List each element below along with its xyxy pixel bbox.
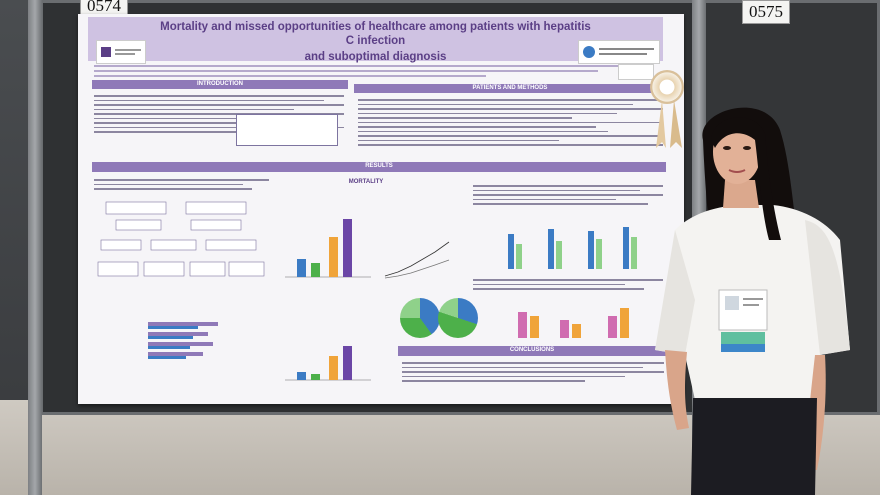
poster-title-line1: Mortality and missed opportunities of he… (160, 21, 591, 47)
sponsor-logo (618, 64, 654, 80)
hospital-logo (96, 40, 146, 64)
institute-logo (578, 40, 660, 64)
booth-number-0574: 0574 (80, 0, 128, 18)
section-introduction: INTRODUCTION (92, 80, 348, 89)
flowchart (96, 200, 266, 300)
award-rosette (650, 70, 684, 104)
booth-number-0575: 0575 (742, 0, 790, 24)
frame-post-left (28, 0, 42, 495)
mortality-bar-chart-2 (283, 334, 373, 382)
section-mortality: MORTALITY (348, 179, 384, 185)
results-text-left (94, 176, 269, 193)
results-text-right-2 (473, 276, 663, 293)
hbar-chart-title (98, 302, 264, 311)
conclusions-text (402, 359, 664, 385)
presenter-person (655, 107, 850, 495)
care-bar-chart (498, 219, 648, 269)
intro-diagram-box (236, 114, 338, 146)
poster-title-band: Mortality and missed opportunities of he… (88, 17, 663, 63)
methods-text (358, 96, 663, 149)
poster-title-line2: and suboptimal diagnosis (304, 51, 447, 63)
rosette-ribbons (656, 100, 682, 148)
introduction-text (94, 92, 344, 136)
pie-chart-right (438, 298, 478, 338)
results-text-right (473, 182, 663, 208)
poster-authors (94, 62, 654, 78)
section-results: RESULTS (92, 162, 666, 172)
section-patients-methods: PATIENTS AND METHODS (354, 84, 666, 93)
care-bar-chart-2 (508, 302, 648, 338)
scientific-poster: Mortality and missed opportunities of he… (78, 14, 684, 404)
pie-chart-left (400, 298, 440, 338)
mortality-bar-chart (283, 209, 373, 279)
survival-line-chart (383, 234, 453, 280)
horizontal-bar-chart (108, 314, 268, 374)
section-conclusions: CONCLUSIONS (398, 346, 666, 356)
